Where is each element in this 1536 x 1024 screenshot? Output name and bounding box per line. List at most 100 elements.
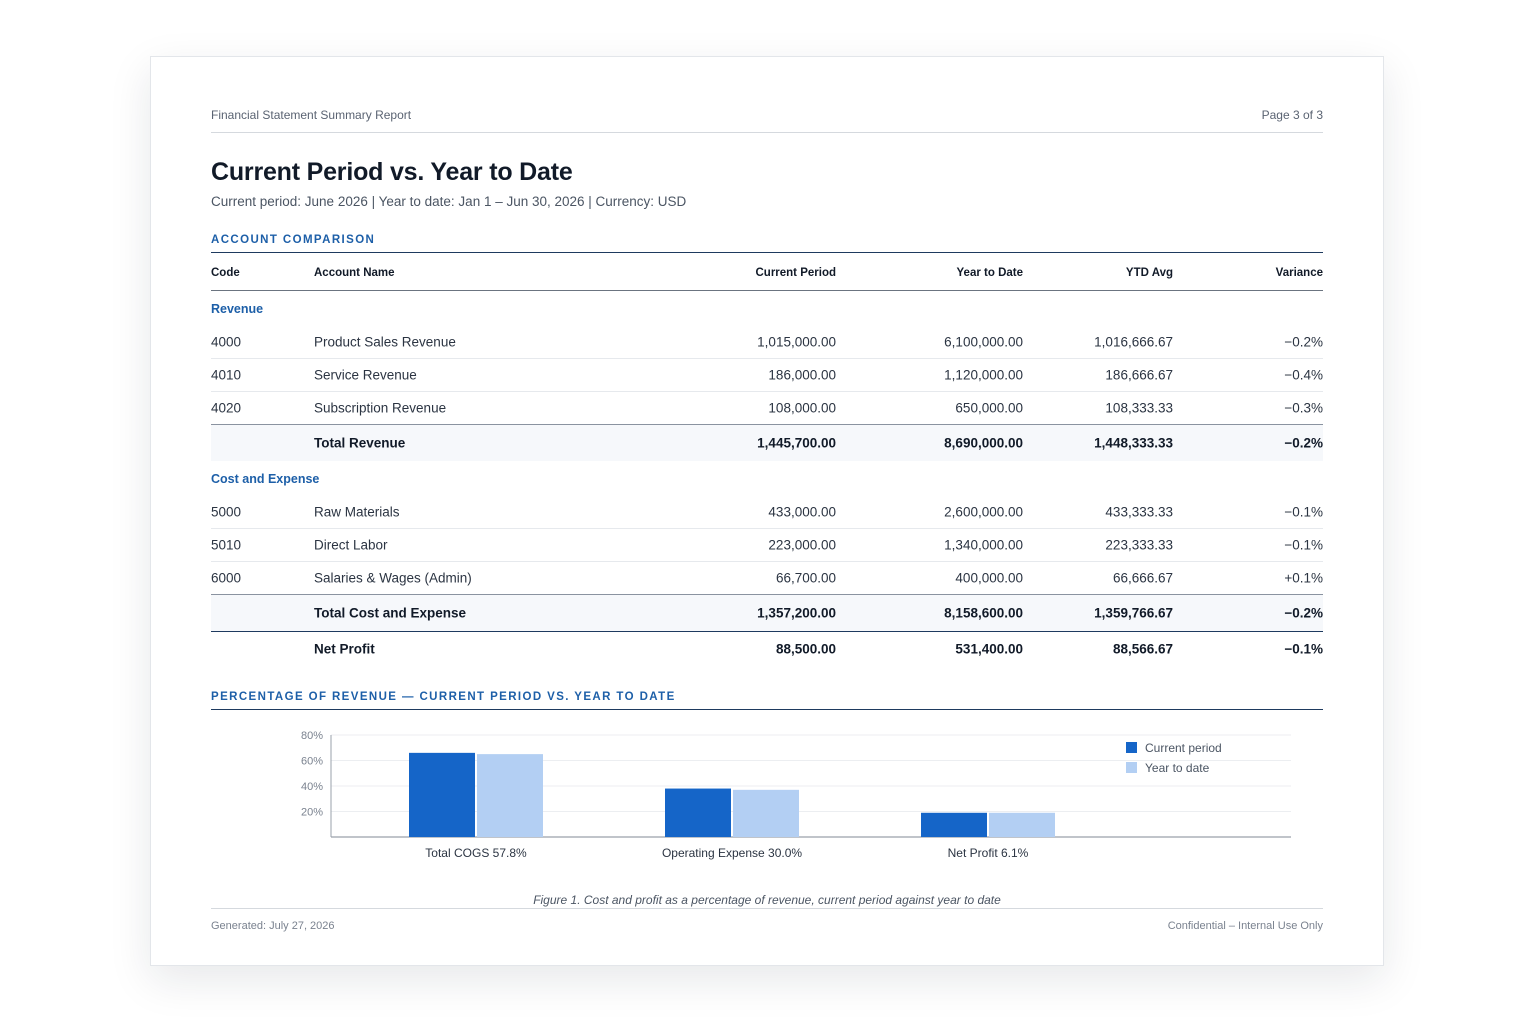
account-code: 6000 [211, 570, 242, 586]
variance-value: −0.1% [1284, 537, 1323, 553]
variance-value: −0.2% [1284, 435, 1323, 451]
figure-caption: Figure 1. Cost and profit as a percentag… [533, 893, 1001, 907]
variance-value: −0.3% [1284, 400, 1323, 416]
ytd-avg-value: 433,333.33 [1105, 504, 1173, 520]
account-code: 5000 [211, 504, 242, 520]
y-tick-label: 40% [301, 781, 323, 793]
legend-swatch [1126, 742, 1137, 753]
ytd-avg-value: 88,566.67 [1112, 641, 1173, 657]
table-row: 4010 Service Revenue 186,000.00 1,120,000.0… [211, 359, 1323, 392]
page-indicator: Page 3 of 3 [1261, 108, 1323, 122]
x-tick-label: Net Profit 6.1% [948, 846, 1029, 860]
year-to-date-value: 400,000.00 [955, 570, 1023, 586]
x-tick-label: Total COGS 57.8% [425, 846, 527, 860]
column-header-account-name: Account Name [314, 267, 395, 279]
x-tick-label: Operating Expense 30.0% [662, 846, 802, 860]
table-row: 5000 Raw Materials 433,000.00 2,600,000.00 4… [211, 496, 1323, 529]
report-name: Financial Statement Summary Report [211, 108, 412, 122]
variance-value: −0.2% [1284, 334, 1323, 350]
account-name: Total Revenue [314, 435, 406, 451]
page-subtitle: Current period: June 2026 | Year to date… [211, 194, 687, 209]
y-tick-label: 20% [301, 807, 323, 819]
ytd-avg-value: 1,016,666.67 [1094, 334, 1173, 350]
current-period-value: 1,015,000.00 [757, 334, 836, 350]
current-period-value: 223,000.00 [768, 537, 836, 553]
percentage-of-revenue-chart: 20% 40% 60% 80% Total COGS 57.8% Operating Ex… [301, 730, 1291, 860]
current-period-value: 186,000.00 [768, 367, 836, 383]
year-to-date-value: 650,000.00 [955, 400, 1023, 416]
year-to-date-value: 6,100,000.00 [944, 334, 1023, 350]
year-to-date-value: 1,120,000.00 [944, 367, 1023, 383]
legend-swatch [1126, 762, 1137, 773]
total-row: Total Cost and Expense 1,357,200.00 8,158,… [211, 595, 1323, 631]
ytd-avg-value: 66,666.67 [1112, 570, 1173, 586]
current-period-value: 88,500.00 [775, 641, 836, 657]
group-name: Cost and Expense [211, 472, 320, 486]
current-period-value: 66,700.00 [775, 570, 836, 586]
variance-value: +0.1% [1284, 570, 1323, 586]
account-name: Direct Labor [314, 537, 388, 553]
ytd-avg-value: 223,333.33 [1105, 537, 1173, 553]
variance-value: −0.1% [1284, 641, 1323, 657]
account-name: Salaries & Wages (Admin) [314, 570, 472, 586]
ytd-avg-value: 186,666.67 [1105, 367, 1173, 383]
variance-value: −0.4% [1284, 367, 1323, 383]
column-header-ytd-avg: YTD Avg [1125, 267, 1173, 279]
account-code: 4010 [211, 367, 242, 383]
report-page: Financial Statement Summary Report Page … [150, 56, 1384, 966]
bar-current-period [665, 788, 731, 837]
table-row: 6000 Salaries & Wages (Admin) 66,700.00 400… [211, 562, 1323, 595]
ytd-avg-value: 108,333.33 [1105, 400, 1173, 416]
account-name: Raw Materials [314, 504, 400, 520]
current-period-value: 433,000.00 [768, 504, 836, 520]
year-to-date-value: 531,400.00 [955, 641, 1023, 657]
year-to-date-value: 2,600,000.00 [944, 504, 1023, 520]
legend-label: Year to date [1145, 761, 1210, 775]
group-header-row: Revenue [211, 291, 1323, 326]
account-name: Total Cost and Expense [314, 605, 467, 621]
confidentiality-notice: Confidential – Internal Use Only [1167, 920, 1323, 932]
account-code: 4020 [211, 400, 242, 416]
running-header: Financial Statement Summary Report Page … [211, 108, 1323, 133]
bar-year-to-date [733, 789, 799, 837]
net-profit-row: Net Profit 88,500.00 531,400.00 88,566.67 −0… [211, 631, 1323, 666]
account-code: 4000 [211, 334, 242, 350]
account-name: Product Sales Revenue [314, 334, 456, 350]
year-to-date-value: 8,158,600.00 [944, 605, 1023, 621]
column-header-variance: Variance [1275, 267, 1323, 279]
year-to-date-value: 1,340,000.00 [944, 537, 1023, 553]
account-code: 5010 [211, 537, 242, 553]
account-name: Net Profit [314, 641, 375, 657]
table-row: 4000 Product Sales Revenue 1,015,000.00 6,1… [211, 326, 1323, 359]
page-title: Current Period vs. Year to Date [211, 158, 573, 186]
account-name: Service Revenue [314, 367, 417, 383]
legend-label: Current period [1145, 741, 1222, 755]
ytd-avg-value: 1,448,333.33 [1094, 435, 1173, 451]
ytd-avg-value: 1,359,766.67 [1094, 605, 1173, 621]
current-period-value: 1,357,200.00 [757, 605, 836, 621]
bar-year-to-date [989, 812, 1055, 837]
group-header-row: Cost and Expense [211, 461, 1323, 496]
variance-value: −0.2% [1284, 605, 1323, 621]
current-period-value: 1,445,700.00 [757, 435, 836, 451]
table-header-row: Code Account Name Current Period Year to… [211, 256, 1323, 291]
column-header-year-to-date: Year to Date [956, 267, 1023, 279]
column-header-code: Code [211, 267, 240, 279]
table-row: 5010 Direct Labor 223,000.00 1,340,000.00 22… [211, 529, 1323, 562]
y-tick-label: 60% [301, 756, 323, 768]
account-comparison-label: ACCOUNT COMPARISON [211, 234, 1323, 253]
group-name: Revenue [211, 302, 264, 316]
year-to-date-value: 8,690,000.00 [944, 435, 1023, 451]
y-tick-label: 80% [301, 730, 323, 742]
table-row: 4020 Subscription Revenue 108,000.00 650,00… [211, 392, 1323, 425]
account-name: Subscription Revenue [314, 400, 447, 416]
generated-date: Generated: July 27, 2026 [211, 920, 335, 932]
account-comparison-table: Code Account Name Current Period Year to… [211, 256, 1323, 666]
total-row: Total Revenue 1,445,700.00 8,690,000.00 1,4… [211, 425, 1323, 461]
column-header-current-period: Current Period [755, 267, 836, 279]
bar-year-to-date [477, 754, 543, 837]
page-footer: Generated: July 27, 2026 Confidential – … [211, 908, 1323, 932]
variance-value: −0.1% [1284, 504, 1323, 520]
current-period-value: 108,000.00 [768, 400, 836, 416]
bar-current-period [409, 752, 475, 837]
